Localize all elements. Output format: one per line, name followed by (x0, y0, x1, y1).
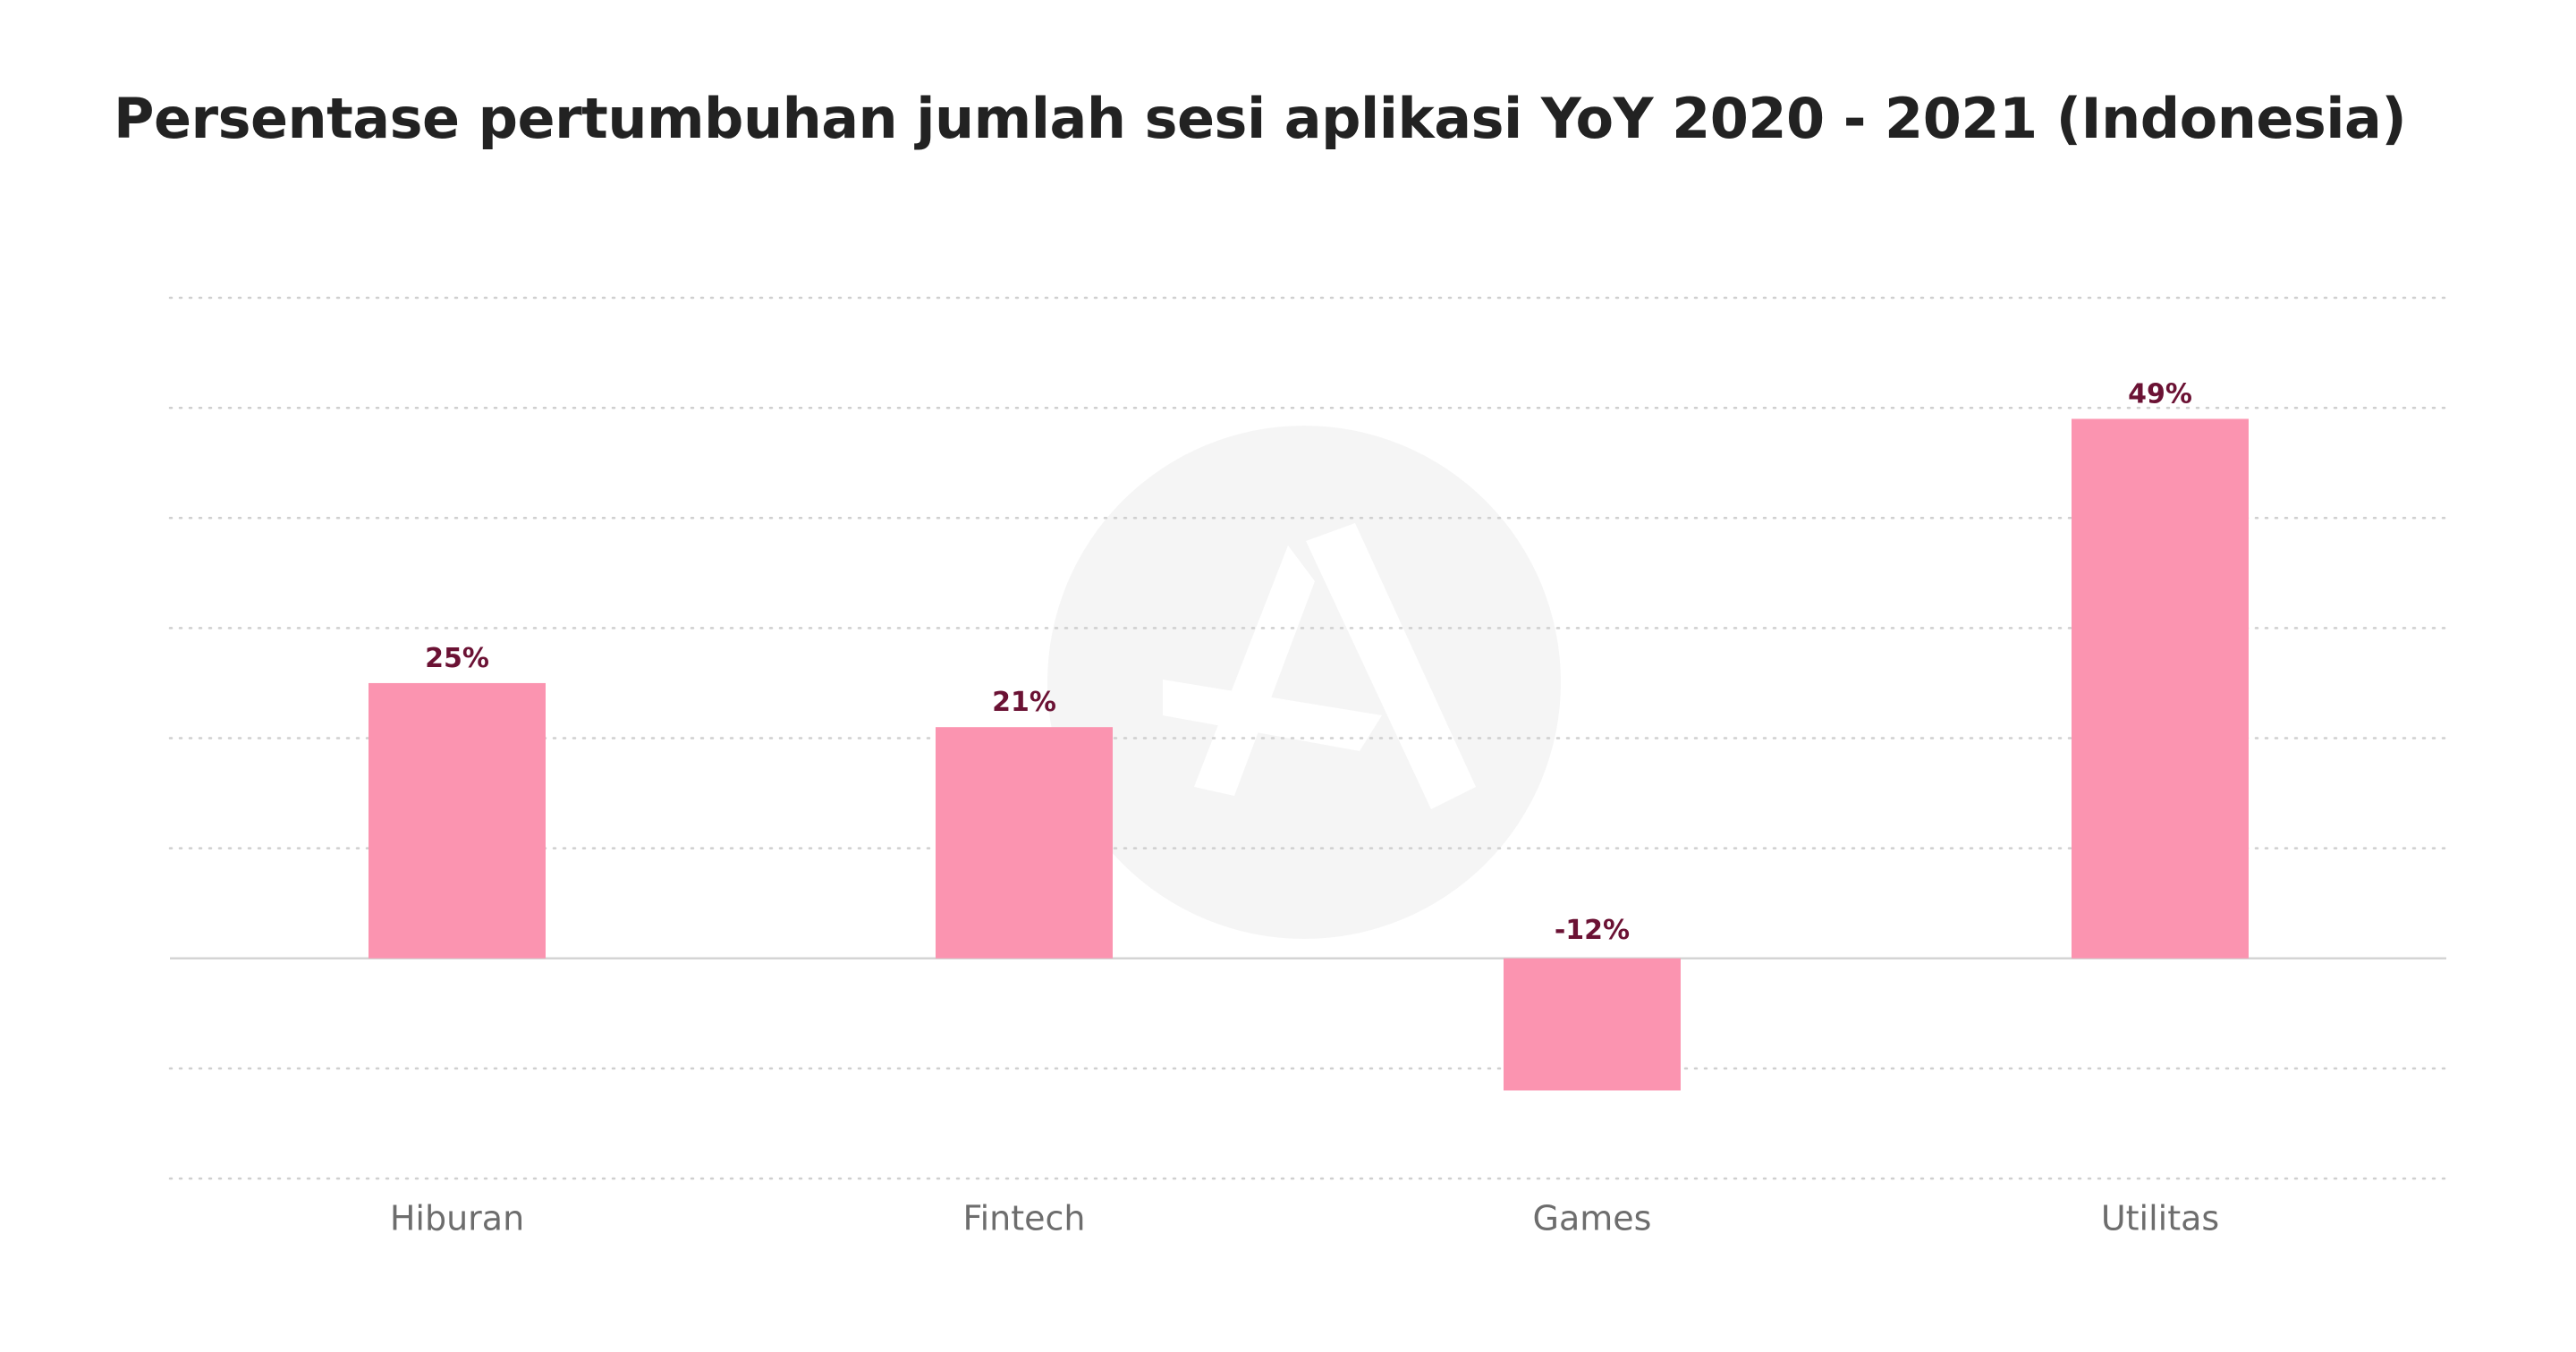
data-label: -12% (1555, 915, 1630, 946)
category-label: Utilitas (2101, 1199, 2219, 1238)
logo-mark-icon (1163, 523, 1476, 809)
category-label: Hiburan (390, 1199, 524, 1238)
bar-games (1504, 958, 1681, 1091)
category-labels: Hiburan Fintech Games Utilitas (390, 1199, 2219, 1238)
watermark-circle (1047, 426, 1561, 939)
data-labels: 25% 21% -12% 49% (425, 378, 2192, 945)
chart-title: Persentase pertumbuhan jumlah sesi aplik… (114, 86, 2407, 151)
bar-fintech (936, 727, 1113, 959)
category-label: Games (1533, 1199, 1652, 1238)
category-label: Fintech (963, 1199, 1086, 1238)
data-label: 49% (2128, 378, 2192, 410)
bars (369, 418, 2249, 1091)
bar-hiburan (369, 682, 546, 959)
bar-utilitas (2072, 418, 2249, 959)
data-label: 25% (425, 643, 489, 674)
data-label: 21% (992, 687, 1056, 718)
watermark-logo (1047, 426, 1561, 939)
